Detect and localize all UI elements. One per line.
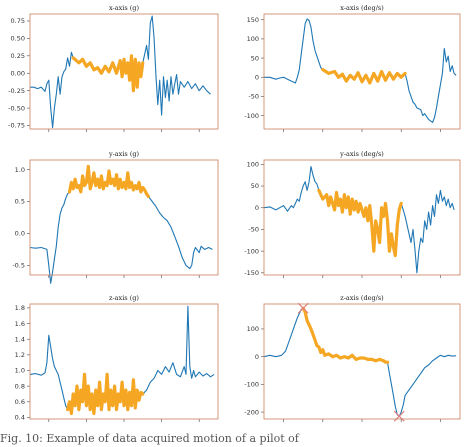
series-line-highlight <box>71 54 145 93</box>
y-tick-label: 0.4 <box>15 414 25 422</box>
y-tick-label: -0.5 <box>12 262 25 270</box>
series-line-raw-1 <box>264 18 324 84</box>
plot-frame <box>263 13 461 130</box>
y-tick-label: 100 <box>247 161 259 169</box>
series-line-raw-1 <box>263 307 304 358</box>
y-tick-label: 0 <box>255 73 259 81</box>
subplot-2: x-axis (deg/s) 150 100 50 0 -50 -100 <box>244 4 461 132</box>
series-line-raw-1 <box>30 51 74 129</box>
y-tick-label: 0.0 <box>15 230 25 238</box>
y-tick-label: 50 <box>251 54 259 62</box>
y-tick-label: 100 <box>247 35 259 43</box>
subplot-3: y-axis (g) 1.0 0.5 0.0 -0.5 <box>12 150 219 284</box>
y-tick-label: 0 <box>255 204 259 212</box>
y-tick-label: 1.2 <box>15 351 25 359</box>
y-tick-label: -0.50 <box>8 104 25 112</box>
series-line-raw-2 <box>142 305 215 395</box>
y-tick-label: -150 <box>244 269 259 277</box>
y-tick-label: -100 <box>244 247 259 255</box>
series-line-raw-1 <box>29 191 70 284</box>
series-line-raw-2 <box>142 15 211 116</box>
series-line-raw-2 <box>386 354 457 417</box>
series-line-highlight <box>317 188 403 258</box>
y-tick-label: 0.6 <box>15 398 25 406</box>
series-line-raw-2 <box>404 47 457 124</box>
y-tick-label: 100 <box>247 325 259 333</box>
y-tick-label: 1.4 <box>15 335 25 343</box>
y-tick-label: 0.00 <box>11 69 25 77</box>
plot-frame <box>29 13 219 130</box>
y-tick-label: 1.8 <box>15 304 25 312</box>
series-line-raw-2 <box>147 196 213 270</box>
y-tick-label: -0.25 <box>8 87 25 95</box>
y-tick-label: 1.6 <box>15 320 25 328</box>
y-tick-label: -0.75 <box>8 122 25 130</box>
subplot-1: x-axis (g) 0.75 0.50 0.25 0.00 -0.25 -0.50 -0.7… <box>8 4 219 132</box>
series-line-raw-1 <box>263 165 320 212</box>
y-tick-label: -100 <box>244 381 259 389</box>
subplot-title: y-axis (g) <box>108 150 140 158</box>
series-line-highlight <box>67 164 150 198</box>
subplot-6: z-axis (deg/s) 100 0 -100 -200 <box>244 294 461 422</box>
y-tick-label: 0.8 <box>15 382 25 390</box>
plot-frame <box>29 159 219 276</box>
y-tick-label: 0.75 <box>11 17 25 25</box>
series-line-highlight <box>321 67 407 85</box>
y-tick-label: 0 <box>255 353 259 361</box>
series-line-highlight <box>301 306 390 364</box>
y-tick-label: 50 <box>251 182 259 190</box>
figure-caption: Fig. 10: Example of data acquired motion… <box>0 432 299 445</box>
y-tick-label: 0.50 <box>11 35 25 43</box>
series-line-raw-1 <box>29 334 69 410</box>
y-tick-label: -50 <box>248 226 259 234</box>
subplot-title: z-axis (g) <box>109 294 139 302</box>
subplot-title: x-axis (g) <box>109 4 139 12</box>
peak-marker <box>393 410 405 422</box>
y-tick-label: -50 <box>248 93 259 101</box>
y-tick-label: 150 <box>247 16 259 24</box>
subplot-title: y-axis (deg/s) <box>339 150 384 158</box>
y-tick-label: 1.0 <box>15 166 25 174</box>
series-line-raw-2 <box>400 189 455 274</box>
subplot-title: z-axis (deg/s) <box>340 294 384 302</box>
subplot-4: y-axis (deg/s) 100 50 0 -50 -100 -150 <box>244 150 461 278</box>
y-tick-label: 1.0 <box>15 367 25 375</box>
plot-frame <box>29 303 219 420</box>
subplot-title: x-axis (deg/s) <box>340 4 384 12</box>
y-tick-label: -100 <box>244 112 259 120</box>
y-tick-label: 0.25 <box>11 52 25 60</box>
peak-marker <box>297 302 309 314</box>
plot-frame <box>263 159 461 276</box>
plot-frame <box>263 303 461 420</box>
y-tick-label: 0.5 <box>15 198 25 206</box>
y-tick-label: -200 <box>244 408 259 416</box>
subplot-5: z-axis (g) 1.8 1.6 1.4 1.2 1.0 0.8 0.6 0.4 <box>15 294 219 422</box>
series-line-highlight <box>65 372 145 416</box>
